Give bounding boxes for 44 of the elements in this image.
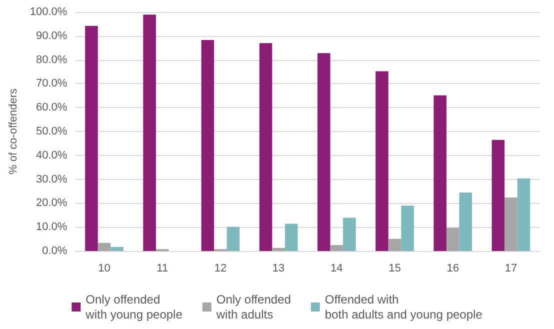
- bar: [259, 43, 272, 251]
- y-tick-label: 0.0%: [42, 245, 68, 257]
- bar: [343, 218, 356, 251]
- bar: [434, 95, 446, 251]
- bar: [317, 53, 330, 251]
- x-tick-label: 12: [214, 262, 227, 274]
- legend-label: Offended with both adults and young people: [324, 292, 483, 322]
- y-axis-title: % of co-offenders: [8, 88, 20, 175]
- bar: [110, 246, 124, 251]
- y-tick-label: 90.0%: [36, 30, 68, 42]
- y-tick-label: 40.0%: [36, 149, 68, 162]
- bar: [446, 228, 460, 251]
- x-tick-label: 17: [504, 262, 518, 274]
- bar: [272, 248, 285, 251]
- bar: [98, 242, 111, 251]
- legend-label: Only offended with adults: [215, 292, 291, 322]
- bar: [284, 224, 298, 251]
- x-tick-label: 11: [156, 262, 168, 274]
- bar: [85, 26, 98, 251]
- bar: [517, 178, 530, 251]
- x-tick-label: 10: [98, 262, 110, 274]
- x-tick-label: 14: [330, 262, 343, 274]
- x-tick-label: 15: [388, 262, 401, 274]
- bar: [226, 226, 240, 251]
- bar: [201, 40, 214, 251]
- y-tick-label: 100.0%: [30, 6, 68, 18]
- legend-label: Only offended with young people: [84, 292, 183, 322]
- y-tick-label: 30.0%: [36, 173, 68, 186]
- y-tick-label: 10.0%: [36, 221, 68, 234]
- bar: [504, 197, 518, 251]
- x-tick-label: 13: [272, 262, 285, 274]
- bar: [401, 206, 414, 251]
- x-tick-label: 16: [446, 262, 459, 274]
- bar: [376, 71, 388, 251]
- y-tick-label: 70.0%: [36, 78, 68, 90]
- y-tick-label: 60.0%: [36, 102, 68, 114]
- bar: [459, 192, 472, 251]
- y-tick-label: 50.0%: [36, 126, 68, 138]
- bar: [143, 14, 156, 251]
- bar: [388, 238, 402, 251]
- bar: [330, 245, 344, 251]
- bar: [492, 140, 505, 251]
- y-tick-label: 80.0%: [36, 54, 68, 66]
- y-tick-label: 20.0%: [36, 197, 68, 210]
